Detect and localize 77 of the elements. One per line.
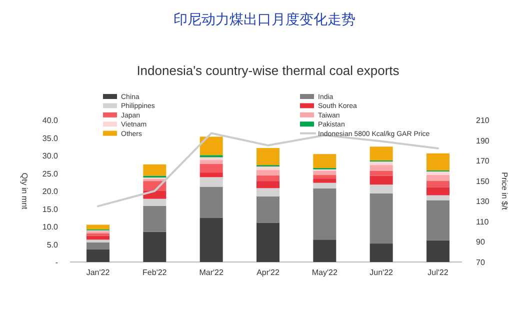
bar	[143, 206, 166, 232]
bar	[256, 222, 280, 262]
y-axis-title: Qty in mnt	[20, 172, 29, 210]
bar	[370, 170, 393, 176]
x-tick-label: Jul'22	[428, 268, 449, 277]
bar	[200, 136, 223, 156]
line-series	[97, 132, 439, 208]
y2-tick-label: 110	[476, 217, 490, 226]
bar	[200, 218, 223, 262]
bar	[370, 184, 393, 194]
x-tick-label: Apr'22	[256, 268, 280, 277]
bar	[313, 154, 336, 168]
bar	[200, 177, 223, 187]
bar	[143, 164, 166, 176]
x-tick-label: Feb'22	[142, 268, 168, 277]
bar	[313, 240, 336, 262]
bar	[256, 196, 280, 223]
bar	[256, 188, 280, 196]
chart-subtitle: Indonesia's country-wise thermal coal exports	[136, 63, 400, 78]
bar	[313, 175, 336, 179]
bar	[200, 172, 223, 178]
bar	[426, 180, 450, 188]
bar	[370, 165, 393, 171]
y-tick-label: 35.0	[42, 134, 59, 143]
bar	[86, 224, 110, 230]
x-tick-label: May'22	[312, 268, 338, 277]
bar	[86, 236, 110, 240]
chart-title: 印尼动力煤出口月度变化走势	[174, 11, 356, 27]
x-tick-label: Jun'22	[370, 268, 394, 277]
bar	[370, 162, 393, 166]
y-tick-label: 15.0	[42, 204, 59, 214]
bar	[426, 187, 450, 196]
bar	[313, 188, 336, 240]
bar	[370, 244, 393, 262]
bar	[313, 170, 336, 176]
y2-tick-label: 150	[476, 176, 490, 186]
y2-tick-label: 70	[476, 258, 486, 267]
bar	[200, 160, 223, 164]
bar	[426, 153, 450, 170]
bar	[256, 166, 280, 170]
x-tick-label: Mar'22	[199, 268, 224, 277]
bar	[200, 164, 223, 173]
bar	[86, 240, 110, 242]
y2-tick-label: 130	[476, 197, 490, 206]
y-tick-label: 30.0	[42, 152, 59, 160]
x-tick-label: Jan'22	[86, 268, 110, 277]
y-tick-label: 20.0	[42, 187, 59, 196]
y2-tick-label: 190	[476, 136, 490, 146]
bar	[313, 182, 336, 189]
y2-axis-title: Price in $/t	[500, 172, 509, 211]
y-tick-label: 5.0	[46, 240, 59, 250]
bar	[370, 193, 393, 244]
bar	[313, 178, 336, 183]
bar	[370, 176, 393, 185]
bar	[426, 195, 450, 200]
bar	[86, 249, 110, 262]
bar	[426, 171, 450, 176]
bar	[143, 198, 166, 206]
bar	[370, 146, 393, 160]
bar	[426, 175, 450, 181]
bar	[256, 148, 280, 166]
bar	[200, 186, 223, 218]
bar	[256, 175, 280, 182]
y2-tick-label: 170	[476, 156, 490, 166]
bar	[256, 170, 280, 176]
y2-tick-label: 90	[476, 238, 486, 247]
bar	[426, 240, 450, 262]
y-tick-label: 10.0	[42, 222, 59, 232]
y-tick-label: -	[55, 258, 58, 267]
y-tick-label: 25.0	[42, 169, 59, 178]
y-tick-label: 40.0	[42, 116, 59, 125]
y2-tick-label: 210	[476, 116, 490, 125]
bar	[143, 232, 166, 262]
bar	[256, 181, 280, 188]
bar	[426, 200, 450, 240]
bar	[86, 242, 110, 250]
bar	[86, 233, 110, 236]
